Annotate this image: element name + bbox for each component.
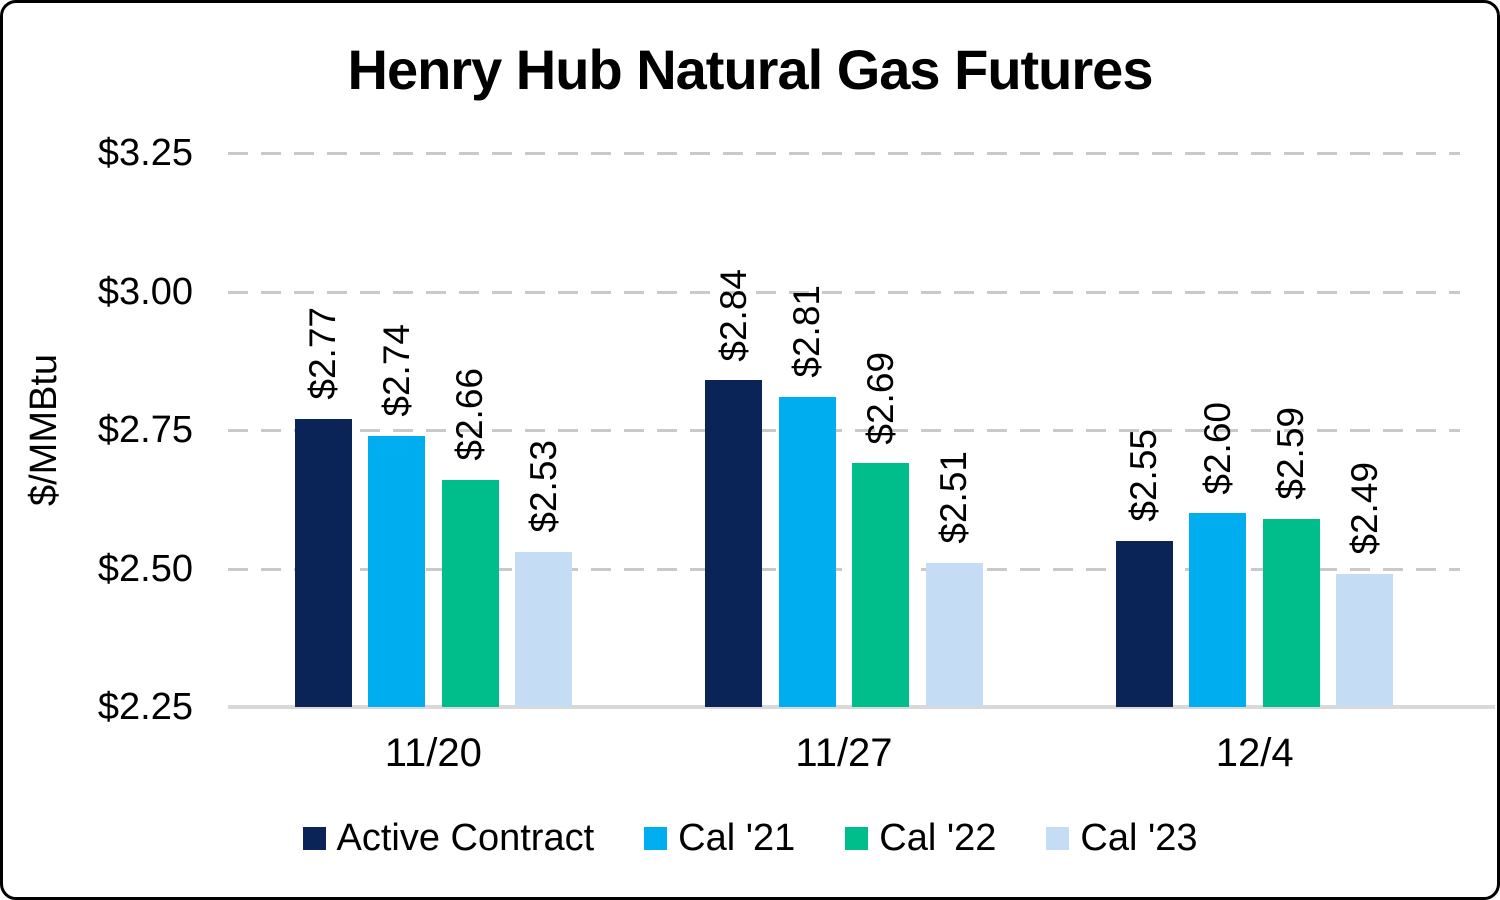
legend-swatch <box>1046 827 1070 850</box>
legend: Active Contract Cal '21 Cal '22 Cal '23 <box>3 817 1497 860</box>
gridline <box>228 290 1460 294</box>
y-tick-label: $3.00 <box>97 270 193 313</box>
bar-value-label: $2.69 <box>859 351 901 445</box>
bar-active-contract-12-4 <box>1115 540 1173 707</box>
bar-cal-22-12-4 <box>1262 518 1320 707</box>
gridline <box>228 152 1460 155</box>
bar-cal-23-12-4 <box>1336 574 1394 707</box>
bar-cal-21-11-27 <box>778 396 836 707</box>
bar-active-contract-11-27 <box>705 380 763 707</box>
gridline <box>228 429 1460 432</box>
legend-item-cal-21: Cal '21 <box>644 817 795 860</box>
bar-value-label: $2.49 <box>1343 462 1385 556</box>
legend-label: Cal '22 <box>879 817 997 859</box>
legend-label: Cal '23 <box>1080 817 1198 859</box>
bar-value-label: $2.59 <box>1270 407 1312 500</box>
bar-value-label: $2.53 <box>522 440 564 533</box>
bar-cal-23-11-27 <box>925 562 983 707</box>
y-tick-label: $3.25 <box>97 132 193 174</box>
bar-cal-22-11-27 <box>852 463 910 707</box>
y-tick-label: $2.50 <box>97 547 193 590</box>
bar-value-label: $2.66 <box>449 368 491 461</box>
bar-cal-23-11-20 <box>515 551 573 707</box>
bar-value-label: $2.74 <box>375 323 417 417</box>
legend-swatch <box>302 827 326 850</box>
legend-swatch <box>644 827 668 850</box>
legend-label: Active Contract <box>336 817 595 859</box>
x-tick-label: 11/27 <box>795 731 893 775</box>
bar-value-label: $2.84 <box>712 268 754 362</box>
x-axis-line <box>228 705 1495 709</box>
bar-value-label: $2.60 <box>1196 401 1238 495</box>
legend-swatch <box>845 827 869 850</box>
bar-active-contract-11-20 <box>294 418 352 707</box>
legend-label: Cal '21 <box>678 817 796 859</box>
y-tick-label: $2.25 <box>97 686 193 728</box>
legend-item-cal-23: Cal '23 <box>1046 817 1197 860</box>
bar-value-label: $2.51 <box>933 451 975 544</box>
chart-title: Henry Hub Natural Gas Futures <box>347 38 1154 101</box>
bar-value-label: $2.81 <box>786 285 828 378</box>
gridline <box>228 567 1460 571</box>
bar-cal-21-11-20 <box>368 435 426 707</box>
bar-cal-21-12-4 <box>1189 513 1247 707</box>
x-tick-label: 12/4 <box>1215 731 1294 775</box>
bar-cal-22-11-20 <box>441 479 499 707</box>
bar-value-label: $2.77 <box>302 307 344 400</box>
x-tick-label: 11/20 <box>384 731 482 775</box>
y-tick-label: $2.75 <box>97 409 193 451</box>
bar-value-label: $2.55 <box>1123 429 1165 522</box>
legend-item-active-contract: Active Contract <box>302 817 595 860</box>
legend-item-cal-22: Cal '22 <box>845 817 996 860</box>
